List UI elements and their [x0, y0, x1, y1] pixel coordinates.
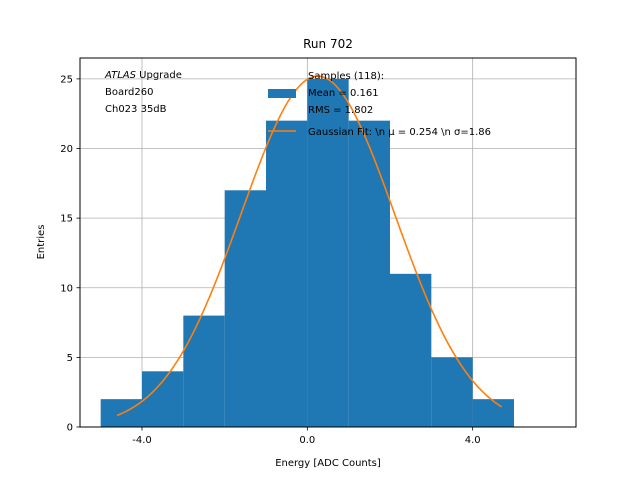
legend-hist-swatch	[268, 89, 296, 98]
gaussian-fit	[116, 75, 503, 417]
x-tick-label-1: 0.0	[299, 435, 315, 446]
histogram-bar-6	[348, 120, 390, 428]
annotation-line-1: Board260	[105, 87, 153, 98]
chart-title: Run 702	[303, 37, 353, 51]
histogram-bar-9	[472, 399, 514, 427]
axis-ticks: -4.0 0.0 4.0 0 5 10 15 20 25	[60, 74, 480, 446]
histogram-bars	[100, 78, 514, 428]
y-tick-label-1: 5	[67, 353, 73, 364]
histogram-bar-7	[390, 273, 432, 427]
y-tick-label-5: 25	[60, 74, 73, 85]
histogram-bar-8	[431, 357, 473, 427]
x-tick-label-2: 4.0	[465, 435, 481, 446]
x-tick-label-0: -4.0	[132, 435, 152, 446]
y-tick-label-4: 20	[60, 144, 73, 155]
histogram-bar-2	[183, 315, 225, 427]
legend-hist-label-1: Mean = 0.161	[308, 88, 379, 99]
plot-frame	[79, 57, 577, 428]
annotation-line-2: Ch023 35dB	[105, 104, 167, 115]
fit-curve	[116, 75, 503, 417]
histogram-bar-1	[142, 371, 184, 427]
histogram-bar-4	[266, 120, 308, 428]
legend-hist-label-0: Samples (118):	[308, 71, 384, 82]
y-axis-label: Entries	[36, 225, 47, 260]
legend-hist-label-2: RMS = 1.802	[308, 105, 373, 116]
legend: Samples (118): Mean = 0.161 RMS = 1.802 G…	[268, 71, 491, 138]
y-tick-label-2: 10	[60, 283, 73, 294]
x-axis-label: Energy [ADC Counts]	[275, 458, 381, 469]
y-tick-label-0: 0	[67, 423, 73, 434]
legend-fit-label: Gaussian Fit: \n μ = 0.254 \n σ=1.86	[308, 127, 491, 138]
histogram-bar-5	[307, 78, 349, 428]
annotation-line-0: ATLAS Upgrade	[104, 70, 182, 81]
y-tick-label-3: 15	[60, 214, 73, 225]
atlas-annotation: ATLAS Upgrade Board260 Ch023 35dB	[104, 70, 182, 115]
histogram-bar-3	[224, 190, 266, 427]
